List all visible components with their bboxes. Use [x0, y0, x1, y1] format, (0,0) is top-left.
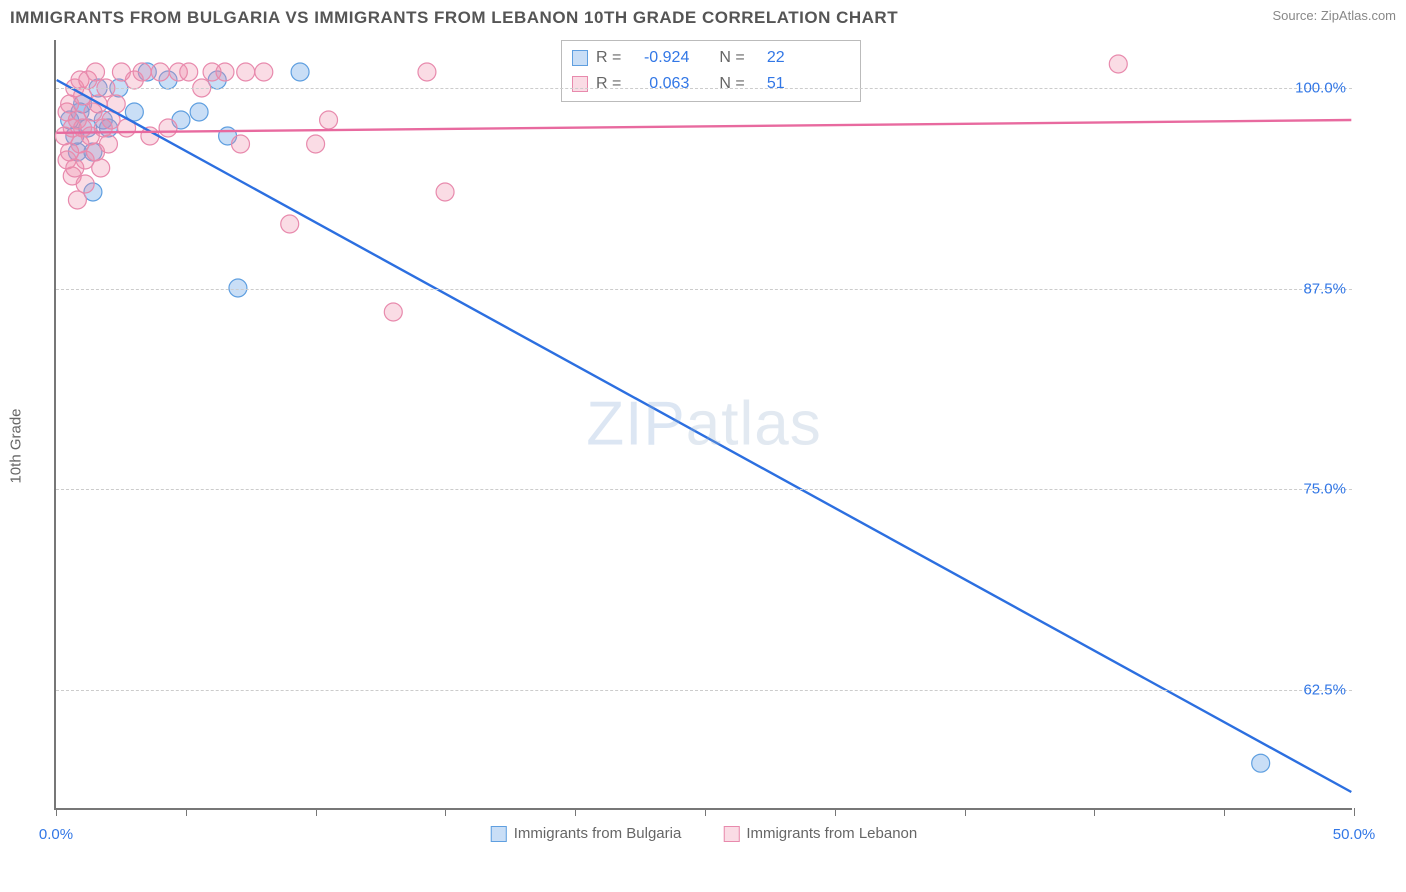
- x-tick-label: 50.0%: [1333, 826, 1376, 843]
- data-point: [92, 159, 110, 177]
- stats-n-label: N =: [719, 75, 744, 93]
- x-tick: [1354, 808, 1355, 816]
- chart-title: IMMIGRANTS FROM BULGARIA VS IMMIGRANTS F…: [10, 8, 898, 28]
- y-tick-label: 62.5%: [1303, 681, 1346, 698]
- gridline: [56, 88, 1352, 89]
- x-tick: [445, 808, 446, 816]
- data-point: [87, 63, 105, 81]
- x-tick: [1094, 808, 1095, 816]
- x-tick: [56, 808, 57, 816]
- legend-swatch-bulgaria: [491, 826, 507, 842]
- data-point: [133, 63, 151, 81]
- stats-row: R = -0.924 N = 22: [572, 45, 850, 71]
- data-point: [436, 183, 454, 201]
- stats-n-label: N =: [719, 49, 744, 67]
- legend-item-bulgaria: Immigrants from Bulgaria: [491, 825, 682, 842]
- data-point: [418, 63, 436, 81]
- stats-swatch: [572, 76, 588, 92]
- y-tick-label: 100.0%: [1295, 80, 1346, 97]
- data-point: [190, 103, 208, 121]
- stats-r-label: R =: [596, 75, 621, 93]
- data-point: [291, 63, 309, 81]
- x-tick: [965, 808, 966, 816]
- x-tick: [186, 808, 187, 816]
- regression-line: [57, 120, 1352, 133]
- y-tick-label: 75.0%: [1303, 481, 1346, 498]
- data-point: [180, 63, 198, 81]
- data-point: [320, 111, 338, 129]
- x-tick: [705, 808, 706, 816]
- data-point: [237, 63, 255, 81]
- source-text: Source: ZipAtlas.com: [1272, 8, 1396, 23]
- x-tick: [1224, 808, 1225, 816]
- stats-r-value: -0.924: [629, 49, 689, 67]
- plot-area: ZIPatlas R =-0.924N =22R =0.063N =51 Imm…: [54, 40, 1352, 810]
- gridline: [56, 489, 1352, 490]
- data-point: [384, 303, 402, 321]
- x-tick-label: 0.0%: [39, 826, 73, 843]
- stats-r-label: R =: [596, 49, 621, 67]
- x-tick: [575, 808, 576, 816]
- regression-line: [57, 80, 1352, 792]
- data-point: [232, 135, 250, 153]
- data-point: [99, 135, 117, 153]
- x-tick: [835, 808, 836, 816]
- stats-row: R = 0.063 N = 51: [572, 71, 850, 97]
- data-point: [281, 215, 299, 233]
- data-point: [151, 63, 169, 81]
- data-point: [1109, 55, 1127, 73]
- legend-label-bulgaria: Immigrants from Bulgaria: [514, 825, 682, 842]
- data-point: [68, 191, 86, 209]
- data-point: [307, 135, 325, 153]
- gridline: [56, 690, 1352, 691]
- stats-swatch: [572, 50, 588, 66]
- data-point: [159, 119, 177, 137]
- data-point: [1252, 754, 1270, 772]
- y-tick-label: 87.5%: [1303, 280, 1346, 297]
- gridline: [56, 289, 1352, 290]
- stats-n-value: 51: [753, 75, 785, 93]
- stats-r-value: 0.063: [629, 75, 689, 93]
- data-point: [216, 63, 234, 81]
- data-point: [255, 63, 273, 81]
- chart-svg: [56, 40, 1352, 808]
- stats-legend: R = -0.924 N = 22 R = 0.063 N = 51: [561, 40, 861, 102]
- data-point: [76, 175, 94, 193]
- legend-item-lebanon: Immigrants from Lebanon: [723, 825, 917, 842]
- y-axis-label: 10th Grade: [8, 408, 25, 483]
- bottom-legend: Immigrants from Bulgaria Immigrants from…: [491, 825, 917, 842]
- legend-swatch-lebanon: [723, 826, 739, 842]
- x-tick: [316, 808, 317, 816]
- legend-label-lebanon: Immigrants from Lebanon: [746, 825, 917, 842]
- stats-n-value: 22: [753, 49, 785, 67]
